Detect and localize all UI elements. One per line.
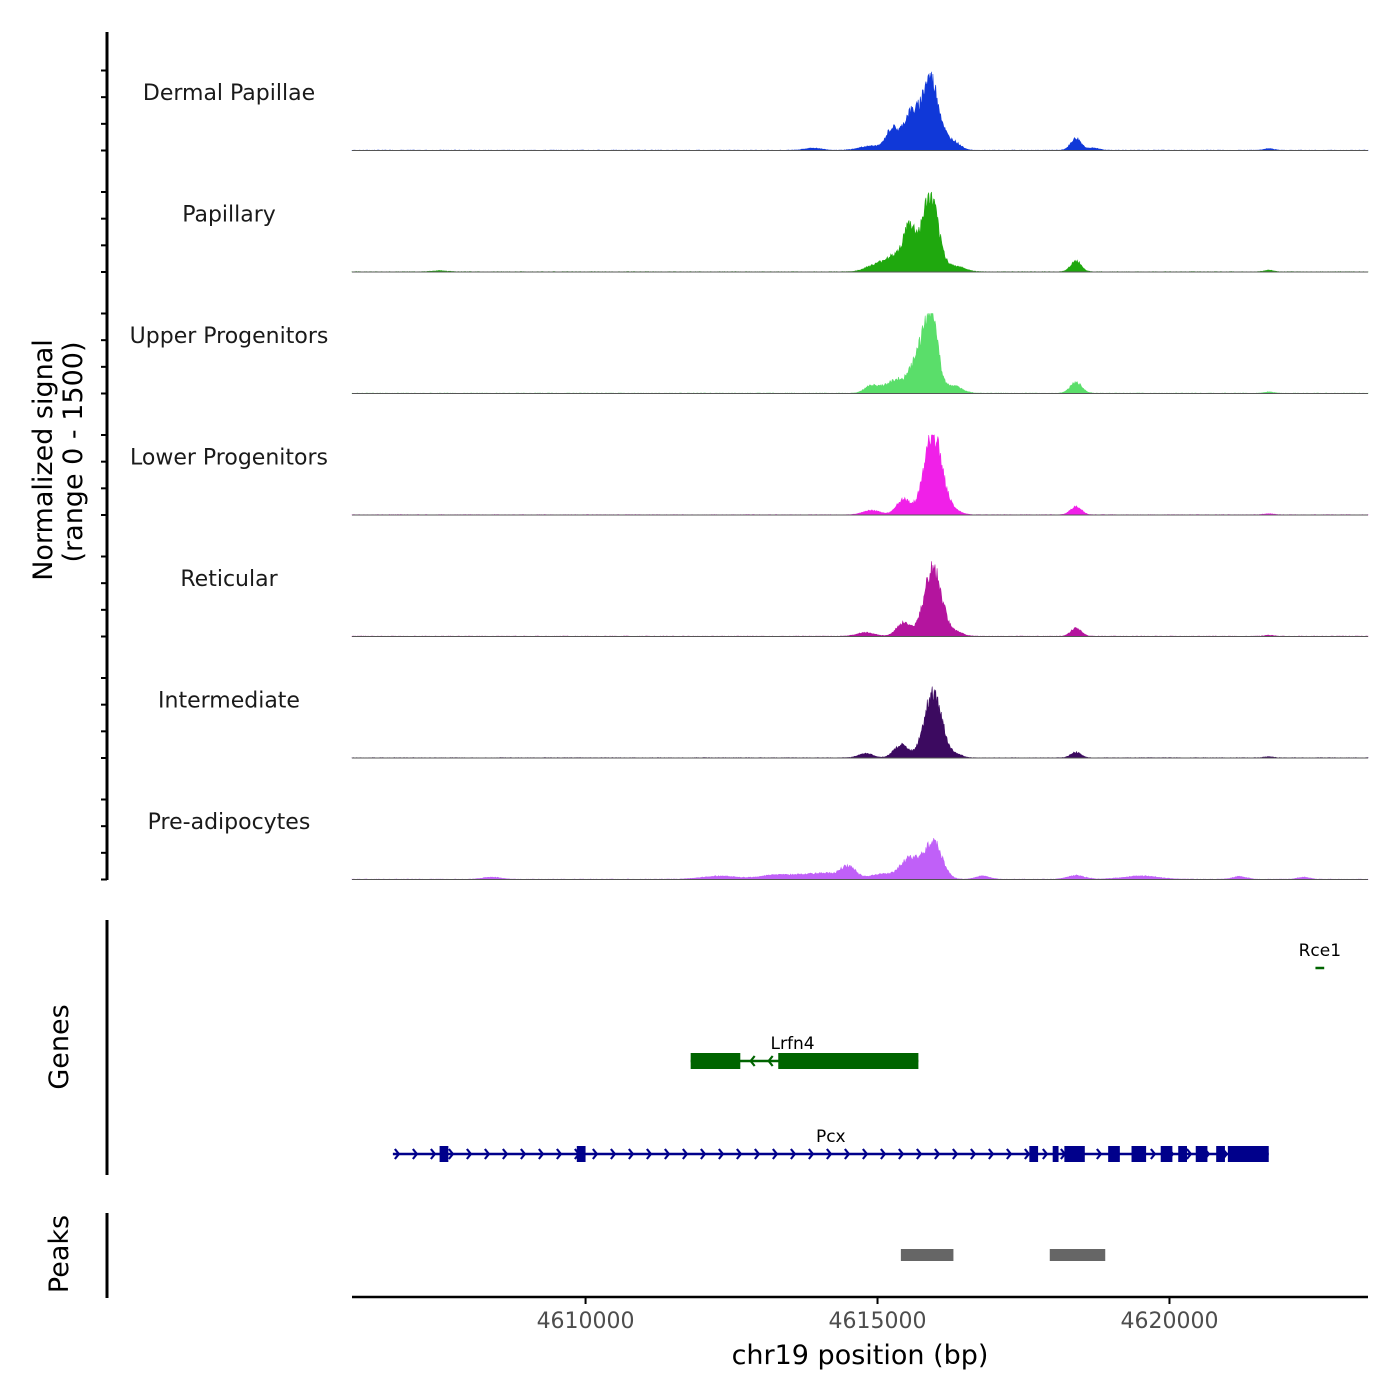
strand-arrow: [952, 1148, 959, 1160]
strand-arrow: [394, 1148, 401, 1160]
gene-exon: [1131, 1146, 1147, 1162]
strand-arrow: [502, 1148, 509, 1160]
gene-exon: [1052, 1146, 1059, 1162]
signal-area: [351, 191, 1369, 273]
gene-exon: [1195, 1146, 1208, 1162]
peaks-axis-title: Peaks: [44, 1215, 75, 1293]
strand-arrow: [448, 1148, 455, 1160]
signal-area: [351, 71, 1369, 151]
gene-label: Rce1: [1299, 941, 1341, 961]
signal-area: [351, 837, 1369, 880]
gene-rce1: Rce1: [1299, 941, 1341, 970]
peak-region: [1049, 1249, 1106, 1261]
strand-arrow: [880, 1148, 887, 1160]
track-lower-progenitors: Lower Progenitors: [130, 434, 1369, 516]
strand-arrow: [466, 1148, 473, 1160]
strand-arrow: [988, 1148, 995, 1160]
y-axis-title-line2: (range 0 - 1500): [58, 342, 89, 563]
track-reticular: Reticular: [180, 561, 1369, 637]
track-label: Lower Progenitors: [130, 446, 328, 471]
peak-region: [900, 1249, 954, 1261]
gene-label: Lrfn4: [771, 1034, 815, 1054]
strand-arrow: [826, 1148, 833, 1160]
strand-arrow: [1096, 1148, 1103, 1160]
strand-arrow: [646, 1148, 653, 1160]
track-label: Reticular: [180, 567, 278, 592]
signal-area: [351, 313, 1369, 394]
genes-axis-title: Genes: [44, 1004, 75, 1089]
gene-exon: [439, 1146, 449, 1162]
strand-arrow: [1024, 1148, 1031, 1160]
strand-arrow: [916, 1148, 923, 1160]
signal-area: [351, 561, 1369, 637]
strand-arrow: [736, 1148, 743, 1160]
gene-exon: [1227, 1146, 1269, 1162]
y-axis-title-line1: Normalized signal: [28, 339, 59, 581]
strand-arrow: [844, 1148, 851, 1160]
strand-arrow: [628, 1148, 635, 1160]
signal-area: [351, 434, 1369, 516]
strand-arrow: [790, 1148, 797, 1160]
x-tick-label: 4615000: [829, 1309, 927, 1334]
strand-arrow: [767, 1055, 774, 1067]
signal-area: [351, 686, 1369, 759]
strand-arrow: [898, 1148, 905, 1160]
x-tick-label: 4610000: [537, 1309, 635, 1334]
strand-arrow: [934, 1148, 941, 1160]
x-axis: 4610000 4615000 4620000: [352, 1295, 1368, 1334]
gene-exon: [1178, 1146, 1187, 1162]
strand-arrow: [749, 1055, 756, 1067]
strand-arrow: [430, 1148, 437, 1160]
track-dermal-papillae: Dermal Papillae: [143, 71, 1369, 151]
gene-annotation-track: Rce1 Lrfn4 Pcx: [392, 941, 1341, 1162]
gene-exon: [1029, 1146, 1039, 1162]
track-label: Upper Progenitors: [130, 324, 329, 349]
track-intermediate: Intermediate: [158, 686, 1369, 759]
strand-arrow: [664, 1148, 671, 1160]
track-label: Intermediate: [158, 689, 300, 714]
strand-arrow: [754, 1148, 761, 1160]
strand-arrow: [1042, 1148, 1049, 1160]
gene-lrfn4: Lrfn4: [690, 1034, 919, 1069]
strand-arrow: [1006, 1148, 1013, 1160]
strand-arrow: [700, 1148, 707, 1160]
track-pre-adipocytes: Pre-adipocytes: [148, 810, 1369, 880]
strand-arrow: [772, 1148, 779, 1160]
x-tick-label: 4620000: [1120, 1309, 1218, 1334]
gene-exon: [1160, 1146, 1173, 1162]
strand-arrow: [412, 1148, 419, 1160]
strand-arrow: [556, 1148, 563, 1160]
strand-arrow: [862, 1148, 869, 1160]
strand-arrow: [610, 1148, 617, 1160]
gene-exon: [1108, 1146, 1120, 1162]
track-papillary: Papillary: [182, 191, 1369, 273]
coverage-tracks: Dermal Papillae Papillary Upper Progenitor…: [130, 71, 1369, 880]
strand-arrow: [1150, 1148, 1157, 1160]
track-label: Dermal Papillae: [143, 81, 315, 106]
track-label: Papillary: [182, 203, 276, 228]
gene-exon: [690, 1053, 741, 1069]
track-label: Pre-adipocytes: [148, 810, 311, 835]
strand-arrow: [718, 1148, 725, 1160]
signal-y-axis: [101, 32, 109, 881]
strand-arrow: [538, 1148, 545, 1160]
strand-arrow: [682, 1148, 689, 1160]
gene-label: Pcx: [816, 1127, 846, 1147]
peaks-track: [900, 1249, 1106, 1261]
strand-arrow: [484, 1148, 491, 1160]
gene-exon: [576, 1146, 586, 1162]
strand-arrow: [520, 1148, 527, 1160]
gene-exon: [1216, 1146, 1225, 1162]
gene-exon: [778, 1053, 919, 1069]
x-axis-title: chr19 position (bp): [732, 1340, 989, 1371]
strand-arrow: [970, 1148, 977, 1160]
strand-arrow: [808, 1148, 815, 1160]
gene-exon: [1064, 1146, 1085, 1162]
strand-arrow: [1186, 1148, 1193, 1160]
strand-arrow: [592, 1148, 599, 1160]
gene-pcx: Pcx: [392, 1127, 1269, 1162]
track-upper-progenitors: Upper Progenitors: [130, 313, 1369, 394]
